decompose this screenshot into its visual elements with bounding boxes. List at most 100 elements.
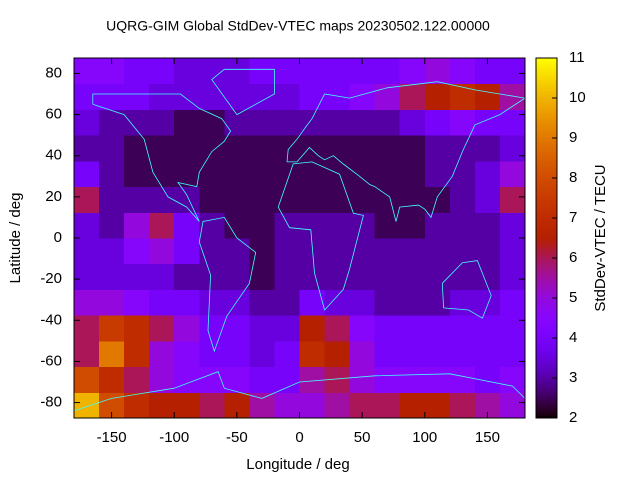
- heatmap-cell: [499, 109, 526, 136]
- heatmap-cell: [474, 289, 501, 316]
- heatmap-cell: [149, 160, 175, 188]
- heatmap-cell: [424, 315, 451, 342]
- x-tick-label: 100: [412, 429, 437, 446]
- heatmap-cell: [399, 83, 426, 110]
- heatmap-cell: [499, 366, 526, 393]
- heatmap-cell: [124, 392, 150, 419]
- heatmap-cell: [324, 263, 351, 290]
- heatmap-cell: [199, 83, 225, 110]
- heatmap-cell: [399, 212, 426, 239]
- heatmap-cell: [274, 315, 300, 342]
- heatmap-cell: [474, 160, 501, 188]
- heatmap-cell: [349, 315, 376, 342]
- heatmap-cell: [174, 58, 200, 85]
- heatmap-cell: [449, 366, 476, 393]
- heatmap-cell: [299, 186, 326, 213]
- colorbar-swatch: [536, 328, 557, 332]
- heatmap-cell: [424, 238, 451, 265]
- heatmap-cell: [124, 186, 150, 213]
- heatmap-cell: [499, 289, 526, 316]
- heatmap-cell: [474, 315, 501, 342]
- heatmap-cell: [74, 58, 100, 85]
- heatmap-cell: [399, 392, 426, 419]
- heatmap-cell: [224, 212, 250, 239]
- heatmap-cell: [249, 263, 275, 290]
- heatmap-cell: [174, 340, 200, 368]
- heatmap-cell: [174, 109, 200, 136]
- heatmap-cell: [399, 238, 426, 265]
- heatmap-cell: [374, 289, 401, 316]
- heatmap-cell: [374, 238, 401, 265]
- colorbar-swatch: [536, 196, 557, 200]
- colorbar-swatch: [536, 277, 557, 281]
- colorbar: [536, 58, 557, 419]
- colorbar-swatch: [536, 127, 557, 131]
- colorbar-swatch: [536, 154, 557, 158]
- heatmap-cell: [474, 186, 501, 213]
- colorbar-swatch: [536, 322, 557, 326]
- colorbar-swatch: [536, 385, 557, 389]
- heatmap-cell: [224, 160, 250, 188]
- heatmap-cell: [424, 212, 451, 239]
- heatmap-cell: [124, 58, 150, 85]
- heatmap-cell: [424, 340, 451, 368]
- colorbar-swatch: [536, 325, 557, 329]
- heatmap-cell: [349, 340, 376, 368]
- colorbar-tick-label: 8: [569, 169, 577, 186]
- heatmap-cell: [99, 238, 125, 265]
- heatmap-cell: [324, 135, 351, 162]
- heatmap-cell: [149, 186, 175, 213]
- heatmap-cell: [99, 340, 125, 368]
- heatmap-cell: [399, 58, 426, 85]
- heatmap-cell: [474, 135, 501, 162]
- colorbar-swatch: [536, 343, 557, 347]
- y-tick-label: -20: [40, 270, 62, 287]
- colorbar-swatch: [536, 412, 557, 416]
- heatmap-cell: [149, 212, 175, 239]
- heatmap-cell: [174, 289, 200, 316]
- heatmap-cell: [149, 315, 175, 342]
- y-tick-label: 20: [45, 188, 62, 205]
- colorbar-swatch: [536, 169, 557, 173]
- heatmap-cell: [199, 238, 225, 265]
- heatmap-cell: [124, 238, 150, 265]
- heatmap-cell: [224, 83, 250, 110]
- heatmap-cell: [74, 366, 100, 393]
- heatmap-cell: [449, 160, 476, 188]
- y-axis-label: Latitude / deg: [7, 193, 24, 284]
- colorbar-swatch: [536, 166, 557, 170]
- heatmap-cell: [499, 58, 526, 85]
- heatmap-cell: [149, 340, 175, 368]
- heatmap-cell: [74, 340, 100, 368]
- colorbar-swatch: [536, 406, 557, 410]
- heatmap-cell: [74, 238, 100, 265]
- heatmap-cell: [174, 366, 200, 393]
- heatmap-cell: [324, 83, 351, 110]
- colorbar-swatch: [536, 112, 557, 116]
- heatmap-cell: [149, 238, 175, 265]
- heatmap-cell: [349, 186, 376, 213]
- x-tick-label: -150: [97, 429, 127, 446]
- colorbar-swatch: [536, 241, 557, 245]
- heatmap-cell: [124, 289, 150, 316]
- heatmap-cell: [449, 83, 476, 110]
- heatmap-cell: [499, 135, 526, 162]
- heatmap-cell: [499, 238, 526, 265]
- heatmap-cell: [174, 315, 200, 342]
- heatmap-cell: [199, 212, 225, 239]
- heatmap-cell: [149, 109, 175, 136]
- heatmap-cell: [374, 392, 401, 419]
- heatmap-cell: [499, 212, 526, 239]
- heatmap-cell: [399, 315, 426, 342]
- heatmap-cell: [199, 263, 225, 290]
- colorbar-swatch: [536, 163, 557, 167]
- coastline: [277, 161, 364, 311]
- heatmap-cell: [224, 109, 250, 136]
- y-tick-label: 0: [54, 229, 62, 246]
- heatmap-cell: [399, 109, 426, 136]
- heatmap-cell: [474, 238, 501, 265]
- colorbar-swatch: [536, 199, 557, 203]
- heatmap-cell: [349, 366, 376, 393]
- heatmap-cell: [274, 160, 300, 188]
